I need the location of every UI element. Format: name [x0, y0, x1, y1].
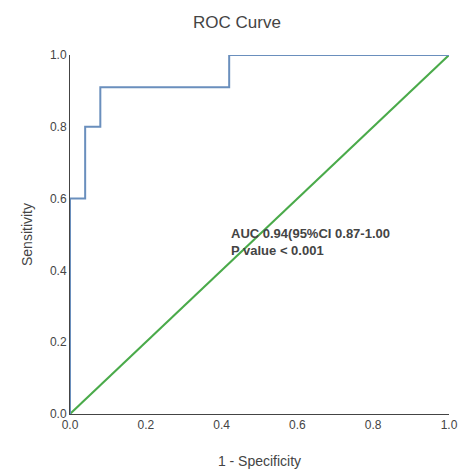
svg-text:0.0: 0.0 [62, 418, 79, 432]
svg-text:0.2: 0.2 [50, 335, 67, 349]
svg-text:ROC Curve: ROC Curve [193, 13, 281, 32]
svg-text:0.8: 0.8 [365, 418, 382, 432]
svg-text:0.4: 0.4 [213, 418, 230, 432]
svg-text:0.0: 0.0 [50, 407, 67, 421]
svg-text:Sensitivity: Sensitivity [19, 203, 35, 266]
svg-text:1 - Specificity: 1 - Specificity [218, 453, 301, 469]
svg-text:0.2: 0.2 [137, 418, 154, 432]
svg-text:1.0: 1.0 [50, 48, 67, 62]
svg-text:0.4: 0.4 [50, 264, 67, 278]
svg-text:0.8: 0.8 [50, 120, 67, 134]
svg-text:0.6: 0.6 [289, 418, 306, 432]
svg-text:1.0: 1.0 [441, 418, 458, 432]
svg-text:0.6: 0.6 [50, 192, 67, 206]
svg-text:AUC 0.94(95%CI 0.87-1.00P valu: AUC 0.94(95%CI 0.87-1.00P value < 0.001 [231, 226, 390, 258]
